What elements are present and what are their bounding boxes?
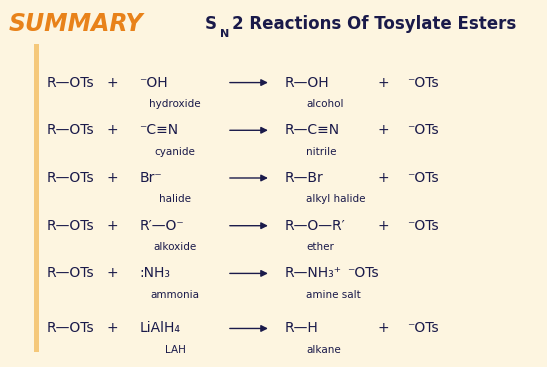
Text: SUMMARY: SUMMARY	[8, 12, 143, 36]
Text: alcohol: alcohol	[306, 99, 344, 109]
Text: LAH: LAH	[165, 345, 185, 355]
Text: R—C≡N: R—C≡N	[284, 123, 340, 137]
Text: +: +	[377, 171, 389, 185]
Text: ⁻C≡N: ⁻C≡N	[139, 123, 179, 137]
Text: halide: halide	[159, 194, 191, 204]
Text: Br⁻: Br⁻	[139, 171, 162, 185]
Text: R—OTs: R—OTs	[46, 219, 94, 233]
Text: S: S	[205, 15, 217, 33]
Text: 2 Reactions Of Tosylate Esters: 2 Reactions Of Tosylate Esters	[232, 15, 517, 33]
Text: ammonia: ammonia	[150, 290, 200, 300]
Text: +: +	[377, 123, 389, 137]
Text: ether: ether	[306, 242, 334, 252]
Text: N: N	[220, 29, 229, 39]
Text: R—OTs: R—OTs	[46, 266, 94, 280]
Text: +: +	[106, 266, 118, 280]
Text: ⁻OTs: ⁻OTs	[408, 123, 439, 137]
Text: R—H: R—H	[284, 321, 318, 335]
FancyBboxPatch shape	[34, 44, 39, 352]
Text: +: +	[377, 76, 389, 90]
Text: +: +	[106, 219, 118, 233]
Text: ⁻OTs: ⁻OTs	[408, 321, 439, 335]
Text: R—OTs: R—OTs	[46, 123, 94, 137]
Text: R—OTs: R—OTs	[46, 321, 94, 335]
Text: LiAlH₄: LiAlH₄	[139, 321, 181, 335]
Text: R—OTs: R—OTs	[46, 76, 94, 90]
Text: R—Br: R—Br	[284, 171, 323, 185]
Text: R—OH: R—OH	[284, 76, 329, 90]
Text: +: +	[377, 219, 389, 233]
Text: ⁻OTs: ⁻OTs	[408, 76, 439, 90]
Text: R—NH₃⁺: R—NH₃⁺	[284, 266, 341, 280]
Text: +: +	[106, 321, 118, 335]
Text: amine salt: amine salt	[306, 290, 361, 300]
Text: +: +	[106, 123, 118, 137]
Text: R—OTs: R—OTs	[46, 171, 94, 185]
Text: +: +	[106, 171, 118, 185]
Text: ⁻OTs: ⁻OTs	[408, 171, 439, 185]
Text: +: +	[106, 76, 118, 90]
Text: :NH₃: :NH₃	[139, 266, 171, 280]
Text: ⁻OH: ⁻OH	[139, 76, 168, 90]
Text: hydroxide: hydroxide	[149, 99, 201, 109]
Text: nitrile: nitrile	[306, 146, 337, 157]
Text: alkane: alkane	[306, 345, 341, 355]
Text: alkyl halide: alkyl halide	[306, 194, 366, 204]
Text: ⁻OTs: ⁻OTs	[347, 266, 379, 280]
Text: R—O—R′: R—O—R′	[284, 219, 345, 233]
Text: alkoxide: alkoxide	[153, 242, 197, 252]
Text: R′—O⁻: R′—O⁻	[139, 219, 184, 233]
Text: cyanide: cyanide	[155, 146, 195, 157]
Text: ⁻OTs: ⁻OTs	[408, 219, 439, 233]
Text: +: +	[377, 321, 389, 335]
